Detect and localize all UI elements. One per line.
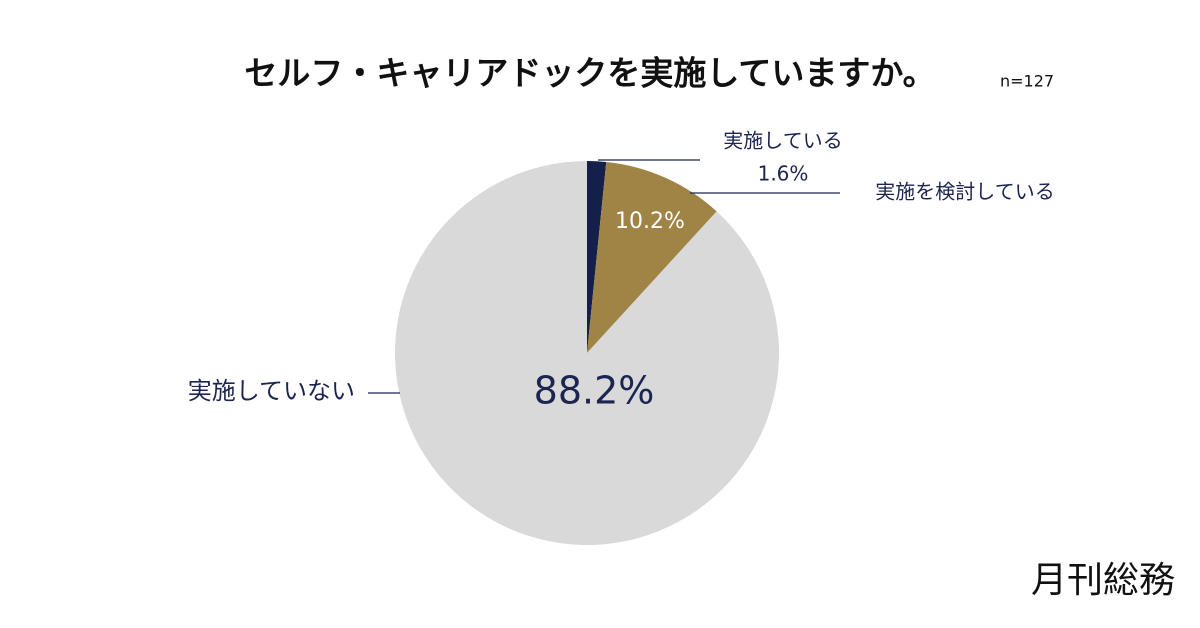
value-label: 1.6% bbox=[758, 162, 809, 186]
brand-logo: 月刊総務 bbox=[1031, 560, 1175, 601]
slice-label: 実施している bbox=[723, 129, 842, 153]
pie-slice bbox=[587, 161, 717, 353]
pie-slice bbox=[587, 161, 607, 353]
value-label: 10.2% bbox=[615, 209, 685, 234]
value-label: 88.2% bbox=[534, 369, 655, 413]
chart-subtitle: n=127 bbox=[1000, 72, 1054, 91]
slice-label: 実施していない bbox=[188, 377, 355, 405]
slice-label: 実施を検討している bbox=[875, 180, 1054, 204]
pie-slice bbox=[394, 161, 779, 545]
chart-title: セルフ・キャリアドックを実施していますか。 bbox=[244, 54, 935, 93]
